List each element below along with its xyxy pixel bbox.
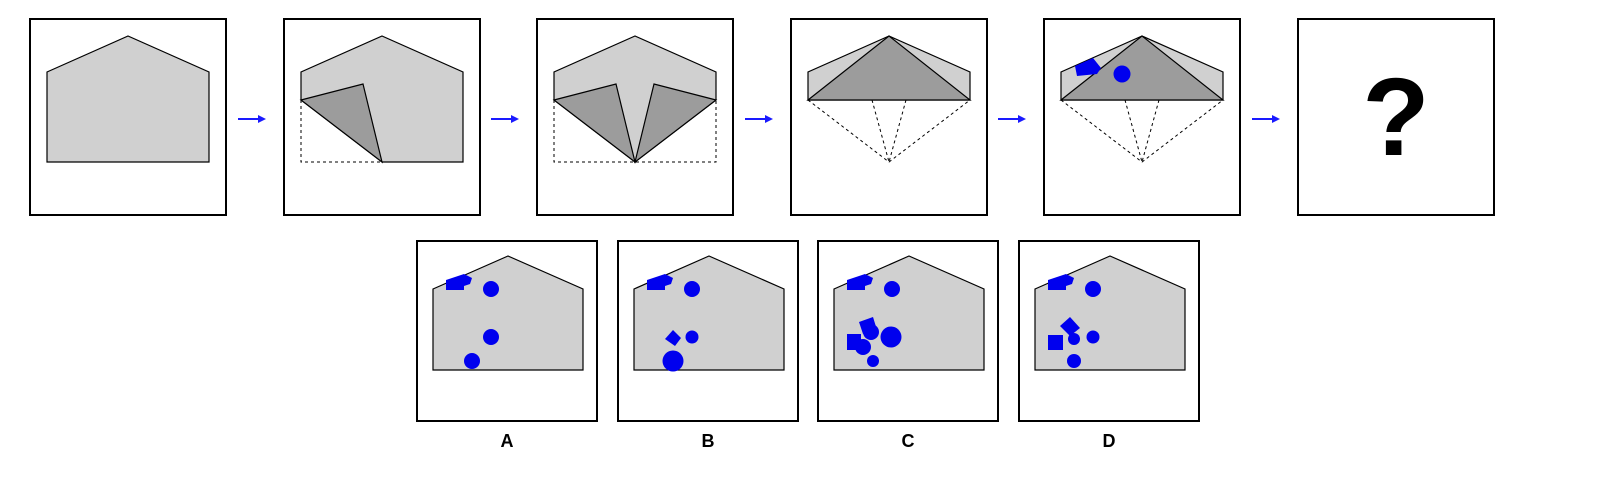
arrow-icon: [998, 115, 1026, 123]
step-2-panel: [283, 18, 481, 216]
option-c-label: C: [901, 431, 915, 451]
circle-punch-icon: [1113, 65, 1131, 83]
step-4-panel: [790, 18, 988, 216]
option-c-panel[interactable]: [817, 240, 999, 422]
step-1-panel: [29, 18, 227, 216]
arrow-icon: [491, 115, 519, 123]
option-a-paper: [432, 255, 584, 371]
paper-fold-up: [806, 35, 972, 163]
option-d-panel[interactable]: [1018, 240, 1200, 422]
option-a-label: A: [500, 431, 514, 451]
paper-pentagon: [46, 35, 210, 163]
paper-fold-both: [552, 35, 718, 164]
step-3-panel: [536, 18, 734, 216]
option-d-paper: [1034, 255, 1186, 371]
arrow-icon: [745, 115, 773, 123]
option-b-label: B: [701, 431, 715, 451]
option-b-panel[interactable]: [617, 240, 799, 422]
step-5-panel: [1043, 18, 1241, 216]
option-a-panel[interactable]: [416, 240, 598, 422]
paper-punched: [1059, 35, 1225, 163]
option-d-label: D: [1102, 431, 1116, 451]
answer-placeholder-panel: ?: [1297, 18, 1495, 216]
question-mark: ?: [1362, 55, 1430, 179]
option-c-paper: [833, 255, 985, 371]
square-punch-icon: [1075, 58, 1101, 76]
paper-fold-left: [299, 35, 464, 164]
arrow-icon: [1252, 115, 1280, 123]
option-b-paper: [633, 255, 785, 372]
arrow-icon: [238, 115, 266, 123]
